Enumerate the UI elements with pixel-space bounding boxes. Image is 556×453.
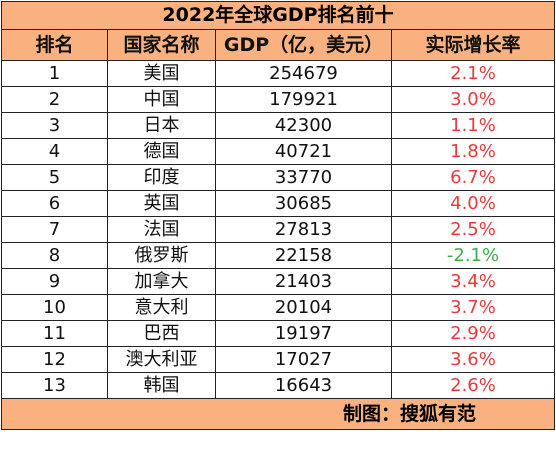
rank-cell: 6 <box>1 190 108 217</box>
header-rank: 排名 <box>1 29 108 61</box>
gdp-cell: 22158 <box>215 242 392 269</box>
country-cell: 英国 <box>107 190 216 217</box>
table-row: 2 中国 179921 3.0% <box>1 86 555 113</box>
rank-cell: 1 <box>1 60 108 87</box>
rank-cell: 5 <box>1 164 108 191</box>
country-cell: 日本 <box>107 112 216 139</box>
gdp-cell: 42300 <box>215 112 392 139</box>
growth-cell: 3.6% <box>391 346 555 373</box>
table-row: 12 澳大利亚 17027 3.6% <box>1 346 555 373</box>
rank-cell: 11 <box>1 320 108 347</box>
rank-cell: 2 <box>1 86 108 113</box>
growth-cell: 3.4% <box>391 268 555 295</box>
country-cell: 俄罗斯 <box>107 242 216 269</box>
gdp-cell: 30685 <box>215 190 392 217</box>
table-footer-row: 制图：搜狐有范 <box>1 398 555 430</box>
table-row: 4 德国 40721 1.8% <box>1 138 555 165</box>
growth-cell: 4.0% <box>391 190 555 217</box>
table-row: 10 意大利 20104 3.7% <box>1 294 555 321</box>
table-row: 5 印度 33770 6.7% <box>1 164 555 191</box>
header-growth: 实际增长率 <box>391 29 555 61</box>
rank-cell: 9 <box>1 268 108 295</box>
growth-cell: 2.6% <box>391 372 555 399</box>
growth-cell: 2.9% <box>391 320 555 347</box>
header-country: 国家名称 <box>107 29 216 61</box>
growth-cell: 6.7% <box>391 164 555 191</box>
country-cell: 中国 <box>107 86 216 113</box>
rank-cell: 7 <box>1 216 108 243</box>
gdp-cell: 179921 <box>215 86 392 113</box>
table-row: 6 英国 30685 4.0% <box>1 190 555 217</box>
gdp-cell: 19197 <box>215 320 392 347</box>
credit-text: 制图：搜狐有范 <box>1 398 555 430</box>
rank-cell: 3 <box>1 112 108 139</box>
country-cell: 韩国 <box>107 372 216 399</box>
table-row: 8 俄罗斯 22158 -2.1% <box>1 242 555 269</box>
gdp-cell: 21403 <box>215 268 392 295</box>
rank-cell: 10 <box>1 294 108 321</box>
rank-cell: 4 <box>1 138 108 165</box>
table-header-row: 排名 国家名称 GDP（亿，美元） 实际增长率 <box>1 29 555 61</box>
table-row: 3 日本 42300 1.1% <box>1 112 555 139</box>
country-cell: 德国 <box>107 138 216 165</box>
growth-cell: 2.1% <box>391 60 555 87</box>
country-cell: 印度 <box>107 164 216 191</box>
gdp-ranking-table: 2022年全球GDP排名前十 排名 国家名称 GDP（亿，美元） 实际增长率 1… <box>1 1 555 430</box>
table-row: 7 法国 27813 2.5% <box>1 216 555 243</box>
growth-cell: 3.7% <box>391 294 555 321</box>
rank-cell: 13 <box>1 372 108 399</box>
header-gdp: GDP（亿，美元） <box>215 29 392 61</box>
gdp-cell: 17027 <box>215 346 392 373</box>
table-row: 1 美国 254679 2.1% <box>1 60 555 87</box>
table-row: 11 巴西 19197 2.9% <box>1 320 555 347</box>
gdp-cell: 20104 <box>215 294 392 321</box>
growth-cell: 1.1% <box>391 112 555 139</box>
country-cell: 法国 <box>107 216 216 243</box>
table-row: 9 加拿大 21403 3.4% <box>1 268 555 295</box>
table-title: 2022年全球GDP排名前十 <box>1 1 555 30</box>
growth-cell: 3.0% <box>391 86 555 113</box>
rank-cell: 12 <box>1 346 108 373</box>
gdp-cell: 33770 <box>215 164 392 191</box>
country-cell: 意大利 <box>107 294 216 321</box>
growth-cell: 2.5% <box>391 216 555 243</box>
growth-cell: 1.8% <box>391 138 555 165</box>
rank-cell: 8 <box>1 242 108 269</box>
table-row: 13 韩国 16643 2.6% <box>1 372 555 399</box>
growth-cell: -2.1% <box>391 242 555 269</box>
country-cell: 美国 <box>107 60 216 87</box>
country-cell: 加拿大 <box>107 268 216 295</box>
country-cell: 澳大利亚 <box>107 346 216 373</box>
table-title-row: 2022年全球GDP排名前十 <box>1 1 555 30</box>
country-cell: 巴西 <box>107 320 216 347</box>
gdp-cell: 254679 <box>215 60 392 87</box>
gdp-cell: 16643 <box>215 372 392 399</box>
gdp-cell: 27813 <box>215 216 392 243</box>
gdp-cell: 40721 <box>215 138 392 165</box>
